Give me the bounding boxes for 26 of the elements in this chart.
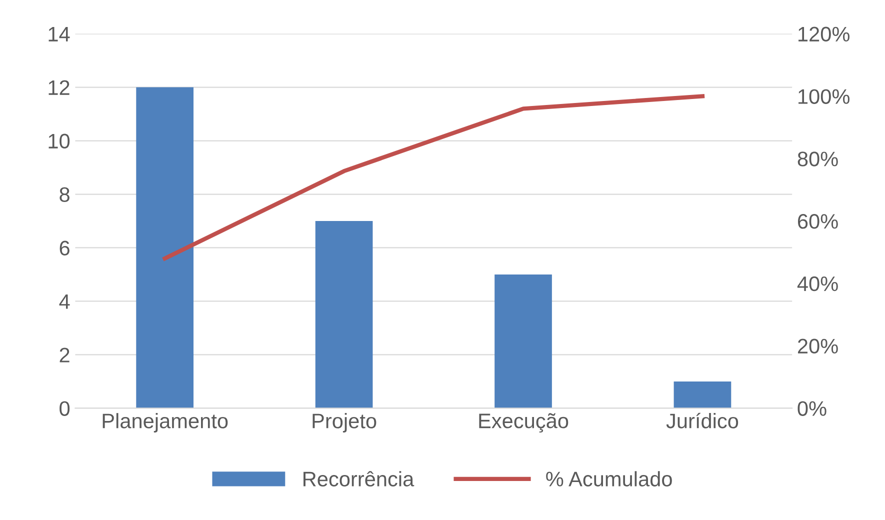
y-tick-label: 8 [60, 187, 70, 202]
y2-tick-label: 80% [798, 152, 838, 166]
y-tick-label: 4 [59, 294, 70, 309]
line-series [162, 94, 705, 261]
y2-tick-label: 0% [798, 401, 826, 416]
legend-label: % Acumulado [546, 471, 672, 486]
y2-tick-label: 20% [798, 338, 838, 354]
bar [674, 381, 732, 408]
x-tick-label: Execução [479, 413, 568, 432]
bar [315, 221, 373, 408]
y2-tick-label: 60% [798, 214, 838, 229]
y-tick-label: 14 [48, 27, 70, 42]
x-tick-label: Jurídico [666, 412, 738, 428]
y-tick-label: 6 [60, 240, 70, 256]
y-tick-label: 12 [48, 80, 70, 95]
y2-tick-label: 120% [798, 26, 850, 42]
x-tick-label: Planejamento [102, 413, 228, 432]
x-tick-label: Projeto [312, 413, 376, 432]
legend-label: Recorrência [304, 471, 414, 486]
y-tick-label: 0 [60, 401, 70, 416]
y-tick-label: 2 [60, 348, 70, 362]
bar [136, 87, 194, 408]
y2-tick-label: 100% [798, 89, 850, 104]
bar [494, 274, 552, 408]
y-tick-label: 10 [48, 134, 70, 149]
y2-tick-label: 40% [797, 276, 838, 292]
